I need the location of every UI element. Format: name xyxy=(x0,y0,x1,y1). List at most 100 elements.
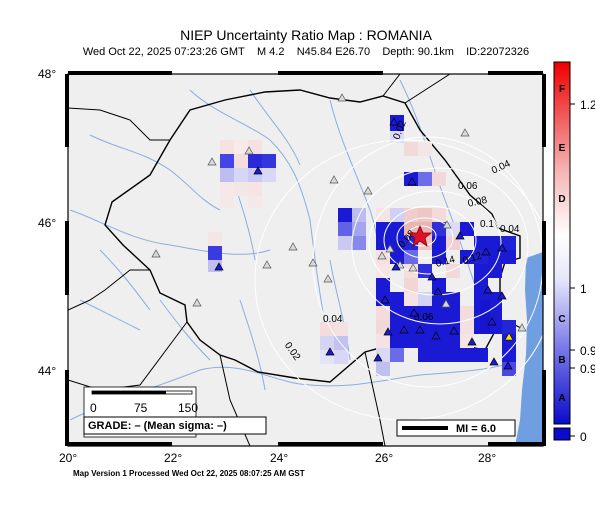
frame-tick-bars xyxy=(65,71,546,446)
grade-label: C xyxy=(558,314,565,325)
mi-legend: MI = 6.0 xyxy=(396,419,516,437)
grid-cell xyxy=(404,208,418,222)
grid-cell xyxy=(488,292,502,306)
grid-cell xyxy=(488,306,502,320)
lat-label: 46° xyxy=(38,216,56,230)
station-icon xyxy=(489,357,499,366)
event-id: ID:22072326 xyxy=(466,46,530,58)
grade-label: A xyxy=(558,393,565,404)
grid-cell xyxy=(418,292,432,306)
grid-cell xyxy=(390,292,404,306)
station-icon xyxy=(467,337,477,346)
station-icon xyxy=(503,361,513,370)
lon-label: 22° xyxy=(164,451,182,465)
grid-cell xyxy=(262,154,276,168)
contour-label: 0.04 xyxy=(500,224,520,235)
grid-cell xyxy=(432,222,446,236)
grid-cell xyxy=(418,348,432,362)
colorbar-tick: 0.9 xyxy=(580,362,595,376)
grid-cell xyxy=(334,350,348,364)
grid-cell xyxy=(220,182,234,196)
grid-cell xyxy=(418,306,432,320)
grid-cell xyxy=(418,142,432,156)
grid-cell xyxy=(460,348,474,362)
station-icon xyxy=(329,175,339,184)
colorbar: F E D C B A 1.2 1 0.9 0.9 0 xyxy=(553,61,595,444)
colorbar-tick: 0.9 xyxy=(580,344,595,358)
station-icon xyxy=(363,186,373,195)
grid-cell xyxy=(248,154,262,168)
grade-label: F xyxy=(559,84,565,95)
grid-cell xyxy=(390,306,404,320)
grade-label: B xyxy=(558,355,565,366)
station-icon xyxy=(337,93,347,102)
grid-cell xyxy=(234,140,248,154)
station-icon xyxy=(399,325,409,334)
grid-cell xyxy=(338,222,352,236)
station-icon xyxy=(431,331,441,340)
grid-cell xyxy=(432,172,446,186)
grid-cell xyxy=(208,232,222,246)
grid-cell xyxy=(404,278,418,292)
grid-cell xyxy=(480,300,490,334)
scale-tick: 75 xyxy=(134,401,148,415)
grid-cell xyxy=(220,196,234,208)
station-icon xyxy=(409,308,419,317)
grid-cell xyxy=(338,236,352,250)
grid-cell xyxy=(234,154,248,168)
station-icon xyxy=(391,262,401,271)
grid-cell xyxy=(488,236,502,250)
processing-footer: Map Version 1 Processed Wed Oct 22, 2025… xyxy=(73,469,305,478)
grid-cell xyxy=(432,306,446,320)
grid-cell xyxy=(404,142,418,156)
grid-cell xyxy=(502,236,516,250)
station-icon xyxy=(483,285,493,294)
station-icon xyxy=(408,263,418,272)
grid-cell xyxy=(390,334,404,348)
grid-cell xyxy=(432,208,446,222)
grid-cell xyxy=(390,320,404,334)
grid-cell xyxy=(460,306,474,320)
station-icon xyxy=(497,243,507,252)
grade-text: GRADE: – (Mean sigma: –) xyxy=(88,420,227,432)
stations xyxy=(151,93,527,370)
black-sea xyxy=(515,252,543,446)
grid-cell xyxy=(460,320,474,334)
station-icon xyxy=(383,327,393,336)
station-icon xyxy=(389,117,399,126)
contour-label: 0.1 xyxy=(480,219,494,230)
grid-cell xyxy=(390,348,404,362)
grid-cell xyxy=(474,348,488,362)
grid-cell xyxy=(320,336,334,350)
grid-cell xyxy=(460,250,474,264)
grid-cell xyxy=(248,196,262,208)
contour-label: 0.14 xyxy=(435,254,457,270)
station-icon xyxy=(192,298,202,307)
grid-cell xyxy=(376,362,390,376)
grid-cell xyxy=(488,250,502,264)
lat-label: 48° xyxy=(38,67,56,81)
scale-bar: 0 75 150 GRADE: – (Mean sigma: –) xyxy=(83,386,267,438)
grid-cell xyxy=(432,348,446,362)
grid-cell xyxy=(320,322,334,336)
longitude-labels: 20° 22° 24° 26° 28° xyxy=(59,451,496,465)
yellow-station-icon xyxy=(504,332,514,341)
station-icon xyxy=(441,299,451,308)
station-icon xyxy=(377,251,387,260)
grade-label: D xyxy=(558,194,565,205)
colorbar-tick: 1 xyxy=(580,282,587,296)
grid-cell xyxy=(502,320,516,334)
lon-label: 20° xyxy=(59,451,77,465)
station-icon xyxy=(427,272,437,281)
station-icon xyxy=(373,353,383,362)
grid-cell xyxy=(488,264,502,278)
grid-cell xyxy=(418,208,432,222)
grid-cell xyxy=(234,182,248,196)
contour-label: 0.06 xyxy=(414,312,434,323)
grid-cell xyxy=(474,264,488,278)
grid-cell xyxy=(446,306,460,320)
station-icon xyxy=(481,247,491,256)
station-icon xyxy=(244,146,254,155)
station-icon xyxy=(207,157,217,166)
grid-cell xyxy=(220,154,234,168)
